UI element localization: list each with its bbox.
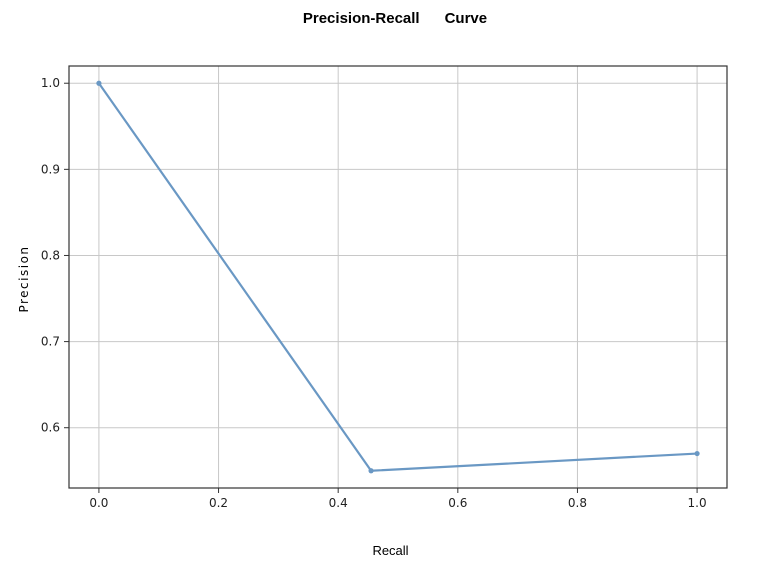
data-point xyxy=(368,468,374,474)
y-axis-label: Precision xyxy=(17,245,31,313)
x-tick-label: 0.4 xyxy=(329,496,348,510)
axes xyxy=(68,65,728,489)
x-tick-label: 0.8 xyxy=(568,496,587,510)
x-tick-label: 0.2 xyxy=(209,496,228,510)
data-point xyxy=(694,450,700,457)
x-tick-label: 0.0 xyxy=(89,496,108,510)
x-tick-label: 0.6 xyxy=(448,496,467,510)
y-tick-label: 0.6 xyxy=(41,421,60,435)
y-tick-label: 1.0 xyxy=(41,76,60,90)
y-tick-label: 0.9 xyxy=(41,162,60,176)
y-tick-label: 0.7 xyxy=(41,335,60,349)
series-layer xyxy=(96,80,700,474)
y-tick-label: 0.8 xyxy=(41,248,60,262)
plot-frame xyxy=(68,65,728,489)
x-axis-label: Recall xyxy=(372,543,409,558)
chart-title: Precision-Recall Curve xyxy=(302,10,488,27)
series-line xyxy=(98,82,698,472)
grid-lines xyxy=(69,66,727,488)
data-point xyxy=(96,80,102,86)
ticks: 0.0 0.2 0.4 0.6 0.8 1.0 0.6 0.7 0.8 0.9 1.0 xyxy=(41,76,707,510)
x-tick-label: 1.0 xyxy=(688,496,707,510)
